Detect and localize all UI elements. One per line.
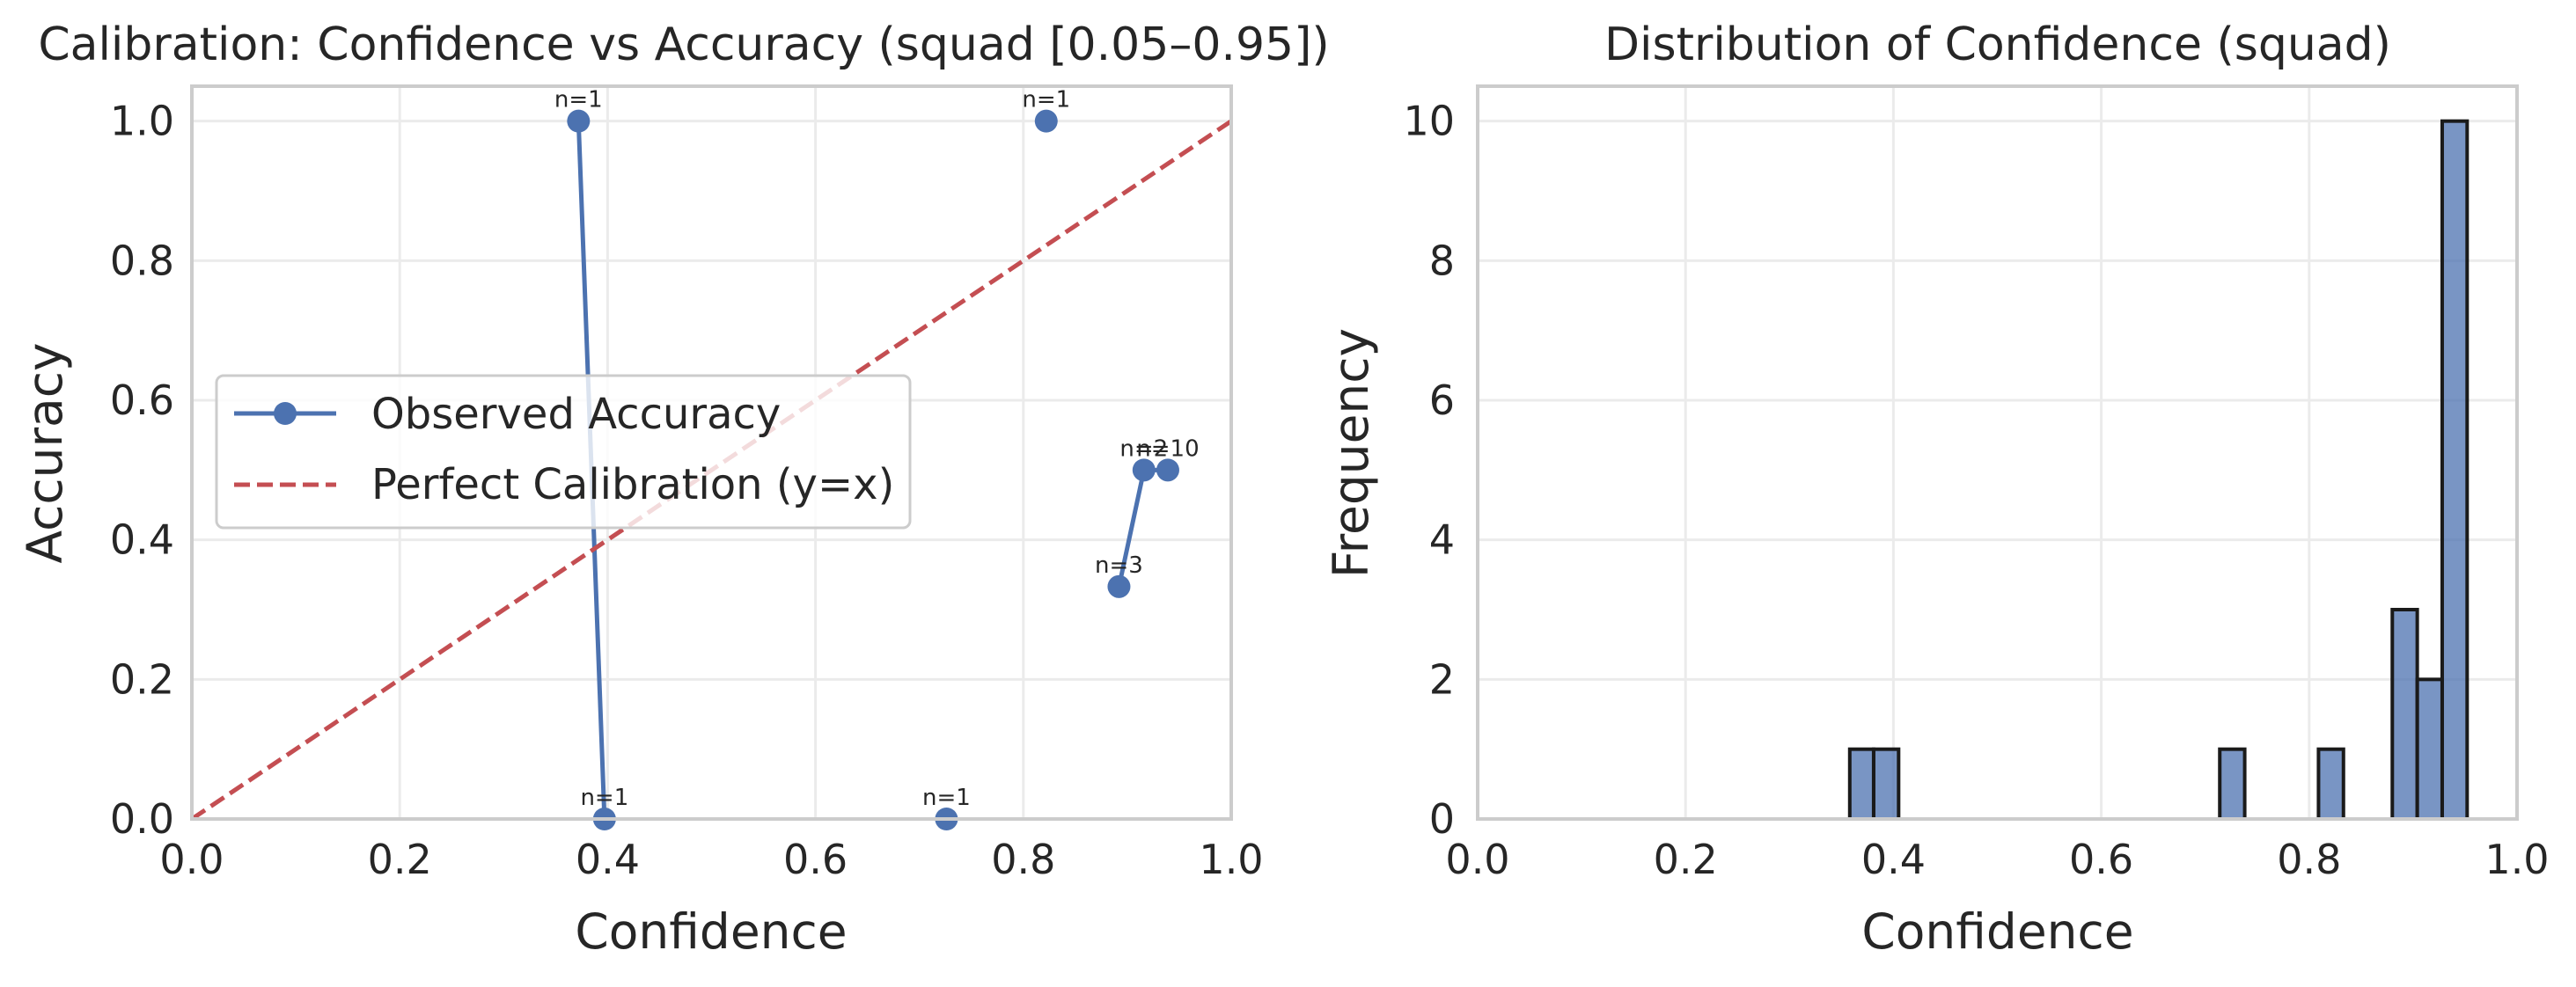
calibration-x-tick-label: 0.6 [783, 836, 848, 883]
observed-accuracy-marker [1107, 574, 1131, 598]
histogram-bar [2390, 608, 2419, 821]
legend-box [215, 374, 912, 530]
histogram-y-tick-label: 8 [1429, 237, 1455, 284]
calibration-y-axis-label: Accuracy [17, 342, 73, 563]
legend-observed-label: Observed Accuracy [371, 390, 781, 439]
calibration-x-tick-label: 1.0 [1199, 836, 1263, 883]
calibration-y-tick-label: 0.2 [110, 655, 174, 703]
observed-accuracy-marker [1132, 458, 1156, 482]
observed-accuracy-marker [1156, 458, 1179, 482]
histogram-x-tick-label: 0.2 [1654, 836, 1718, 883]
histogram-x-tick-label: 0.4 [1861, 836, 1926, 883]
bin-count-annotation: n=2 [1119, 435, 1168, 462]
bin-count-annotation: n=1 [580, 785, 628, 811]
histogram-ticks: 0.0 0.2 0.4 0.6 0.8 1.0 0 2 4 6 8 10 [1403, 98, 2549, 883]
histogram-x-tick-label: 0.6 [2069, 836, 2133, 883]
histogram-plot-area [1847, 119, 2470, 822]
histogram-bar [2316, 747, 2345, 822]
histogram-title: Distribution of Confidence (squad) [1604, 18, 2391, 71]
histogram-x-tick-label: 1.0 [2484, 836, 2549, 883]
calibration-legend: Observed Accuracy Perfect Calibration (y… [215, 374, 912, 530]
histogram-bar [1871, 747, 1901, 822]
calibration-x-tick-label: 0.0 [159, 836, 224, 883]
legend-observed-marker [274, 402, 297, 425]
calibration-y-tick-label: 1.0 [110, 98, 174, 145]
calibration-y-tick-label: 0.0 [110, 795, 174, 843]
bin-count-annotation: n=10 [1136, 435, 1199, 462]
histogram-frame [1476, 84, 2519, 821]
calibration-x-tick-label: 0.4 [576, 836, 640, 883]
calibration-x-tick-label: 0.8 [991, 836, 1055, 883]
calibration-y-tick-label: 0.8 [110, 237, 174, 284]
calibration-title: Calibration: Confidence vs Accuracy (squ… [38, 18, 1329, 71]
bin-count-annotation: n=1 [922, 785, 971, 811]
calibration-x-axis-label: Confidence [575, 903, 847, 960]
bin-count-annotation: n=1 [1022, 87, 1070, 113]
histogram-bar [2440, 119, 2470, 821]
bin-count-annotation: n=3 [1095, 552, 1143, 579]
histogram-x-axis-label: Confidence [1861, 903, 2133, 960]
histogram-x-tick-label: 0.0 [1445, 836, 1509, 883]
histogram-bar [1847, 747, 1875, 822]
calibration-y-tick-label: 0.6 [110, 377, 174, 424]
calibration-frame [190, 84, 1233, 821]
calibration-ticks: 0.0 0.2 0.4 0.6 0.8 1.0 0.0 0.2 0.4 0.6 0.8 1.0 [110, 98, 1264, 883]
histogram-y-tick-label: 4 [1429, 516, 1455, 564]
histogram-y-tick-label: 6 [1429, 377, 1455, 424]
histogram-y-tick-label: 10 [1403, 98, 1455, 145]
calibration-x-tick-label: 0.2 [368, 836, 432, 883]
legend-perfect-label: Perfect Calibration (y=x) [371, 460, 894, 509]
histogram-bar [2218, 747, 2247, 822]
histogram-bar [2415, 677, 2444, 821]
calibration-chart: Calibration: Confidence vs Accuracy (squ… [17, 18, 1330, 960]
histogram-y-tick-label: 0 [1429, 795, 1455, 843]
observed-accuracy-marker [1034, 109, 1058, 133]
histogram-y-axis-label: Frequency [1323, 328, 1379, 578]
histogram-x-tick-label: 0.8 [2277, 836, 2341, 883]
histogram-chart: Distribution of Confidence (squad) 0.0 0.… [1323, 18, 2550, 960]
histogram-y-tick-label: 2 [1429, 655, 1455, 703]
bin-count-annotation: n=1 [554, 87, 603, 113]
calibration-y-tick-label: 0.4 [110, 516, 174, 564]
observed-accuracy-marker [567, 109, 591, 133]
